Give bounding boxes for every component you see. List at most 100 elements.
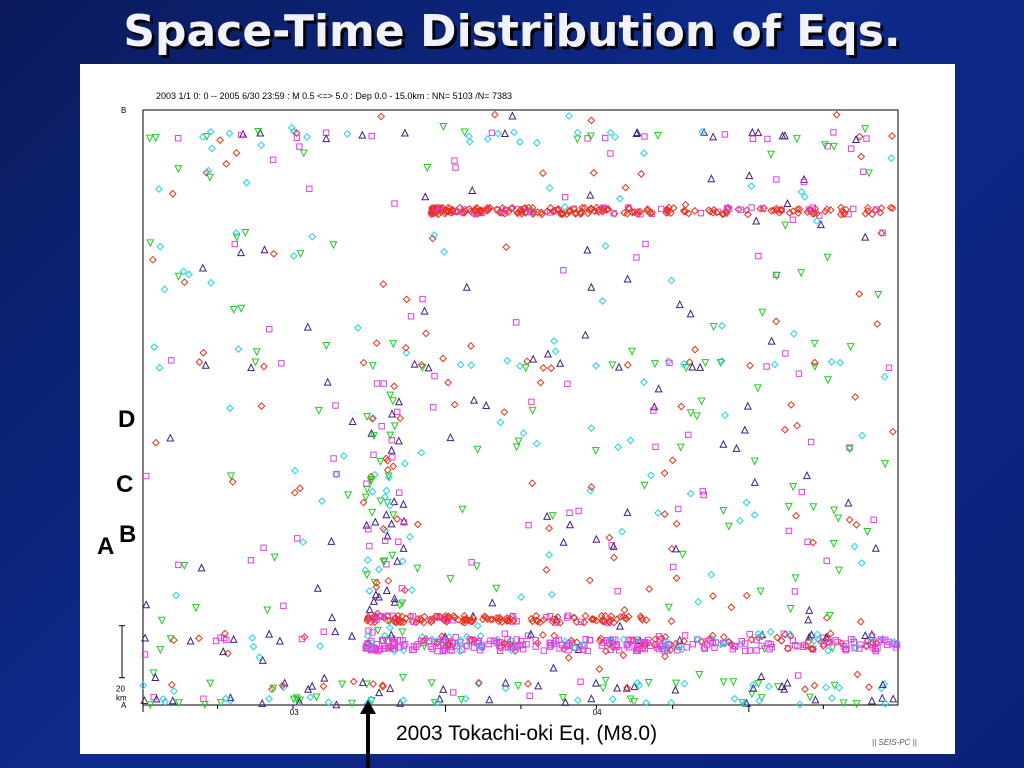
event-marker xyxy=(314,406,323,415)
event-marker xyxy=(257,141,266,150)
event-marker xyxy=(508,111,517,120)
event-marker xyxy=(467,636,476,644)
event-marker xyxy=(773,176,780,183)
event-marker xyxy=(476,206,485,215)
event-marker xyxy=(275,636,284,645)
event-marker xyxy=(742,647,749,655)
event-marker xyxy=(856,617,865,626)
event-marker xyxy=(390,618,399,626)
event-marker xyxy=(202,168,211,177)
event-marker xyxy=(686,489,695,498)
event-marker xyxy=(619,651,628,660)
event-marker xyxy=(620,606,629,614)
event-marker xyxy=(723,204,731,212)
event-marker xyxy=(789,329,798,338)
event-marker xyxy=(701,359,710,368)
event-marker xyxy=(365,587,374,595)
event-marker xyxy=(385,501,394,510)
event-marker xyxy=(513,643,521,650)
event-marker xyxy=(798,488,806,496)
event-marker xyxy=(792,135,801,144)
event-marker xyxy=(401,614,410,623)
event-marker xyxy=(526,629,535,638)
event-marker xyxy=(548,617,557,626)
event-marker xyxy=(748,127,757,136)
event-marker xyxy=(605,533,614,542)
event-marker xyxy=(258,655,267,664)
event-marker xyxy=(753,647,760,654)
event-marker xyxy=(663,206,671,215)
event-marker xyxy=(179,267,188,276)
event-marker xyxy=(330,455,337,462)
event-marker xyxy=(640,149,648,158)
event-marker xyxy=(685,431,692,439)
event-marker xyxy=(660,469,669,478)
event-marker xyxy=(365,627,372,634)
event-marker xyxy=(376,497,385,506)
event-marker xyxy=(667,544,676,553)
event-marker xyxy=(260,544,267,551)
event-marker xyxy=(465,137,474,146)
event-marker xyxy=(562,210,571,219)
event-marker xyxy=(565,520,574,529)
event-marker xyxy=(614,587,621,595)
event-marker xyxy=(382,454,390,463)
event-marker xyxy=(430,698,439,707)
event-marker xyxy=(427,618,435,626)
event-marker xyxy=(380,637,387,644)
event-marker xyxy=(417,448,426,457)
event-marker xyxy=(879,229,886,236)
event-marker xyxy=(168,696,177,705)
event-marker xyxy=(689,641,697,648)
event-marker xyxy=(500,128,509,138)
event-marker xyxy=(441,644,448,652)
x-tick-label: 03 xyxy=(290,708,299,717)
event-marker xyxy=(159,695,168,703)
event-marker xyxy=(388,409,397,418)
event-marker xyxy=(573,135,582,144)
event-marker xyxy=(697,209,705,217)
event-marker xyxy=(412,643,420,650)
event-marker xyxy=(672,574,681,583)
event-marker xyxy=(563,614,571,621)
event-marker xyxy=(399,516,408,525)
event-marker xyxy=(525,521,532,529)
event-marker xyxy=(390,638,398,646)
event-marker xyxy=(180,278,189,287)
event-marker xyxy=(792,511,800,520)
event-marker xyxy=(667,617,676,626)
event-marker xyxy=(852,643,860,652)
event-marker xyxy=(519,429,528,438)
event-marker xyxy=(561,637,570,646)
event-marker xyxy=(885,364,893,371)
event-marker xyxy=(830,681,839,690)
event-marker xyxy=(232,149,241,157)
event-marker xyxy=(642,240,649,248)
event-marker xyxy=(720,639,727,647)
event-marker xyxy=(255,653,264,662)
event-marker xyxy=(807,438,815,446)
event-marker xyxy=(832,637,839,644)
event-marker xyxy=(588,615,597,623)
event-marker xyxy=(441,646,449,654)
event-marker xyxy=(234,345,243,354)
event-marker xyxy=(763,363,770,370)
event-marker xyxy=(721,131,729,138)
event-marker xyxy=(389,462,398,471)
event-marker xyxy=(370,470,379,479)
event-marker xyxy=(362,520,371,529)
event-marker xyxy=(466,207,475,216)
event-marker xyxy=(592,534,601,543)
event-marker xyxy=(536,378,545,387)
event-marker xyxy=(299,538,308,547)
event-marker xyxy=(542,565,551,574)
event-marker xyxy=(863,527,872,536)
event-marker xyxy=(873,206,880,213)
event-marker xyxy=(681,207,690,216)
event-marker xyxy=(458,505,467,514)
event-marker xyxy=(269,249,278,258)
event-marker xyxy=(718,321,726,330)
event-marker xyxy=(876,208,885,217)
event-marker xyxy=(716,640,725,649)
event-marker xyxy=(797,269,806,278)
